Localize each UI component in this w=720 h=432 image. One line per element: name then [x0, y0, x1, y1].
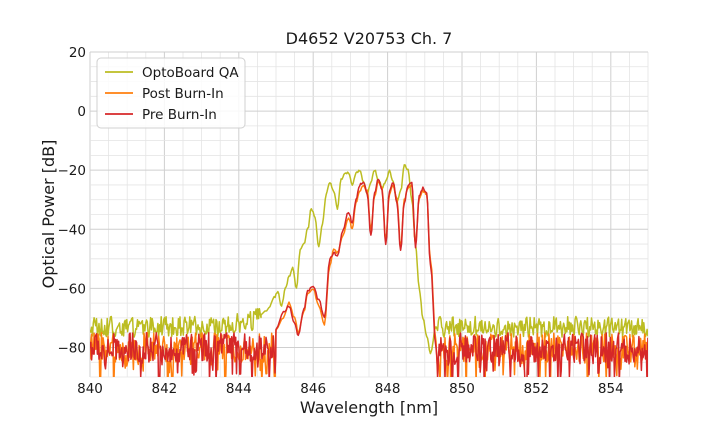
x-axis-label: Wavelength [nm]	[300, 398, 438, 417]
y-tick-label: −40	[58, 222, 87, 238]
chart-title: D4652 V20753 Ch. 7	[286, 29, 453, 48]
y-tick-label: −60	[58, 281, 87, 297]
x-tick-label: 852	[524, 381, 550, 397]
x-tick-label: 844	[226, 381, 252, 397]
ticks: 840 842 844 846 848 850 852 854 −80 −60 −40 −20 0 20	[58, 45, 624, 397]
y-tick-label: 0	[77, 104, 86, 120]
legend-label: Pre Burn-In	[142, 107, 217, 123]
series-layer	[90, 164, 648, 377]
y-tick-label: −20	[58, 163, 87, 179]
y-axis-label: Optical Power [dB]	[39, 140, 58, 289]
y-tick-label: −80	[58, 340, 87, 356]
legend-label: Post Burn-In	[142, 86, 224, 102]
x-tick-label: 842	[152, 381, 178, 397]
x-tick-label: 848	[375, 381, 401, 397]
series-line-optoboard-qa	[90, 164, 648, 355]
legend-box	[96, 57, 246, 129]
legend-label: OptoBoard QA	[142, 65, 239, 81]
y-tick-label: 20	[69, 45, 86, 61]
x-tick-label: 850	[449, 381, 475, 397]
legend: OptoBoard QA Post Burn-In Pre Burn-In	[96, 57, 246, 129]
x-tick-label: 854	[598, 381, 624, 397]
x-tick-label: 840	[77, 381, 103, 397]
x-tick-label: 846	[300, 381, 326, 397]
series-line-pre-burn-in	[90, 178, 648, 377]
